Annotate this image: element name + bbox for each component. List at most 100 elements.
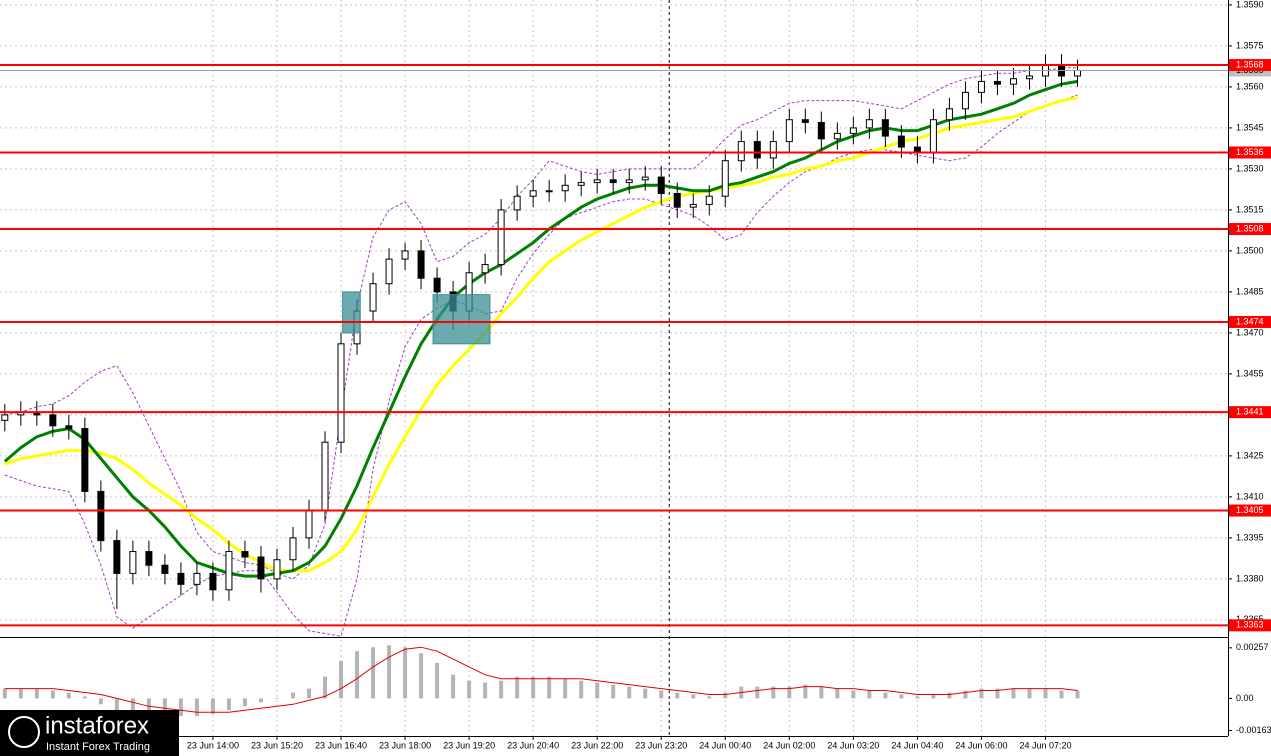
candle-body bbox=[497, 209, 505, 266]
x-tick-label: 23 Jun 15:20 bbox=[251, 740, 303, 750]
macd-bar bbox=[355, 651, 360, 699]
x-tick-label: 24 Jun 03:20 bbox=[827, 740, 879, 750]
overlay: 1.35661.35681.35361.35081.34741.34411.34… bbox=[0, 59, 1271, 632]
macd-bar bbox=[50, 690, 55, 699]
macd-bar bbox=[867, 690, 872, 699]
macd-bar bbox=[467, 680, 472, 699]
band-lower bbox=[4, 94, 1078, 637]
macd-bar bbox=[403, 647, 408, 699]
macd-bar bbox=[1011, 688, 1016, 699]
macd-bar bbox=[931, 694, 936, 699]
x-tick-label: 24 Jun 07:20 bbox=[1019, 740, 1071, 750]
y-tick-label: 1.3380 bbox=[1236, 573, 1264, 583]
y-tick-label: 1.3365 bbox=[1236, 614, 1264, 624]
macd-bar bbox=[499, 680, 504, 699]
candle-body bbox=[689, 203, 697, 208]
candle-body bbox=[705, 195, 713, 205]
logo-name: instaforex bbox=[45, 712, 149, 739]
macd-bar bbox=[611, 684, 616, 699]
macd-bar bbox=[515, 676, 520, 699]
macd-bar bbox=[339, 661, 344, 699]
candle-body bbox=[561, 184, 569, 192]
candle-body bbox=[113, 540, 121, 574]
macd-bar bbox=[643, 688, 648, 699]
candle-body bbox=[881, 119, 889, 137]
macd-bar bbox=[290, 692, 295, 699]
candle-body bbox=[369, 283, 377, 312]
level-label: 1.3536 bbox=[1236, 147, 1264, 157]
macd-bar bbox=[114, 698, 119, 711]
y-tick-label: 1.3575 bbox=[1236, 40, 1264, 50]
macd-bar bbox=[178, 698, 183, 717]
candle-body bbox=[817, 121, 825, 140]
candle-body bbox=[305, 510, 313, 539]
macd-bar bbox=[691, 694, 696, 699]
macd-bar bbox=[547, 676, 552, 699]
level-label: 1.3441 bbox=[1236, 407, 1264, 417]
x-tick-label: 24 Jun 02:00 bbox=[763, 740, 815, 750]
macd-bar bbox=[146, 698, 151, 717]
candle-body bbox=[1074, 70, 1082, 77]
macd-bar bbox=[258, 698, 263, 703]
x-tick-label: 23 Jun 22:00 bbox=[571, 740, 623, 750]
macd-bar bbox=[130, 698, 135, 715]
level-label: 1.3508 bbox=[1236, 223, 1264, 233]
y-tick-label: 1.3395 bbox=[1236, 532, 1264, 542]
candle-body bbox=[289, 537, 297, 561]
candle-body bbox=[1, 414, 9, 421]
band-upper bbox=[4, 67, 1078, 580]
macd-bar bbox=[771, 686, 776, 699]
candle-body bbox=[977, 80, 985, 93]
candle-body bbox=[161, 564, 169, 574]
x-tick-label: 24 Jun 06:00 bbox=[955, 740, 1007, 750]
candle-body bbox=[177, 572, 185, 585]
y-tick-label: 1.3470 bbox=[1236, 327, 1264, 337]
candle-body bbox=[513, 195, 521, 211]
y-tick-label: 1.3410 bbox=[1236, 491, 1264, 501]
macd-bar bbox=[707, 696, 712, 699]
candle-body bbox=[801, 119, 809, 123]
candle-body bbox=[657, 176, 665, 195]
candle-body bbox=[609, 179, 617, 184]
candle-body bbox=[865, 119, 873, 129]
macd-bar bbox=[627, 686, 632, 699]
candle-body bbox=[129, 551, 137, 574]
macd-bar bbox=[162, 698, 167, 717]
macd-bar bbox=[995, 688, 1000, 699]
macd-bar bbox=[226, 698, 231, 711]
y-tick-label: 1.3485 bbox=[1236, 286, 1264, 296]
x-tick-label: 23 Jun 18:00 bbox=[379, 740, 431, 750]
macd-bar bbox=[979, 688, 984, 699]
level-label: 1.3474 bbox=[1236, 316, 1264, 326]
macd-bar bbox=[307, 688, 312, 699]
macd-bar bbox=[835, 688, 840, 699]
candle-body bbox=[49, 414, 57, 427]
candle-body bbox=[849, 127, 857, 134]
candle-body bbox=[929, 119, 937, 154]
y-tick-label: 1.3545 bbox=[1236, 122, 1264, 132]
x-tick-label: 23 Jun 14:00 bbox=[187, 740, 239, 750]
macd-bar bbox=[34, 688, 39, 699]
level-label: 1.3405 bbox=[1236, 505, 1264, 515]
macd-bar bbox=[419, 653, 424, 699]
candle-body bbox=[337, 343, 345, 443]
macd-bar bbox=[2, 688, 7, 699]
macd-bar bbox=[323, 676, 328, 699]
macd-bar bbox=[819, 686, 824, 699]
x-tick-label: 23 Jun 19:20 bbox=[443, 740, 495, 750]
macd-bar bbox=[963, 690, 968, 699]
candle-body bbox=[65, 425, 73, 430]
candle-body bbox=[145, 551, 153, 566]
level-label-box bbox=[1229, 315, 1271, 328]
level-label: 1.3568 bbox=[1236, 59, 1264, 69]
macd-bar bbox=[563, 678, 568, 699]
macd-bar bbox=[659, 690, 664, 699]
x-tick-label: 23 Jun 20:40 bbox=[507, 740, 559, 750]
macd-bar bbox=[194, 698, 199, 717]
macd-bar bbox=[675, 692, 680, 699]
macd-bar bbox=[899, 694, 904, 699]
macd-bar bbox=[1059, 690, 1064, 699]
candle-body bbox=[641, 176, 649, 181]
y-tick-label: 1.3425 bbox=[1236, 450, 1264, 460]
y-tick-label: 1.3455 bbox=[1236, 368, 1264, 378]
